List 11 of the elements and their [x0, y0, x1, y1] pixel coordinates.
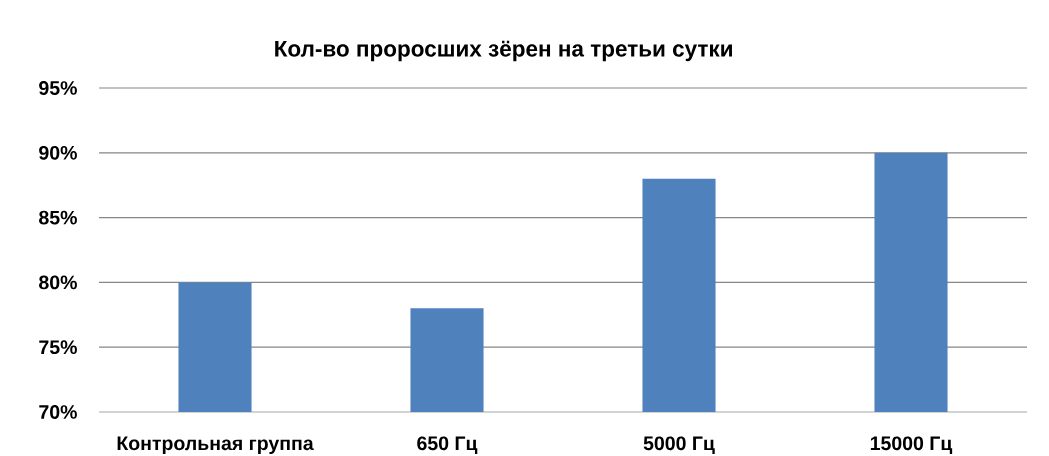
y-tick-label: 75% [39, 340, 77, 355]
y-tick-label: 70% [39, 405, 77, 419]
x-tick-label: 650 Гц [417, 436, 478, 454]
x-tick-label: Контрольная группа [117, 436, 314, 455]
chart-title: Кол-во проросших зёрен на третьи сутки [275, 40, 732, 62]
y-tick-label: 85% [39, 210, 77, 225]
x-tick-label: 15000 Гц [870, 436, 953, 454]
x-tick-label: 5000 Гц [643, 436, 715, 454]
y-tick-label: 95% [39, 81, 77, 95]
y-tick-label: 90% [39, 145, 77, 160]
y-tick-label: 80% [39, 275, 77, 290]
